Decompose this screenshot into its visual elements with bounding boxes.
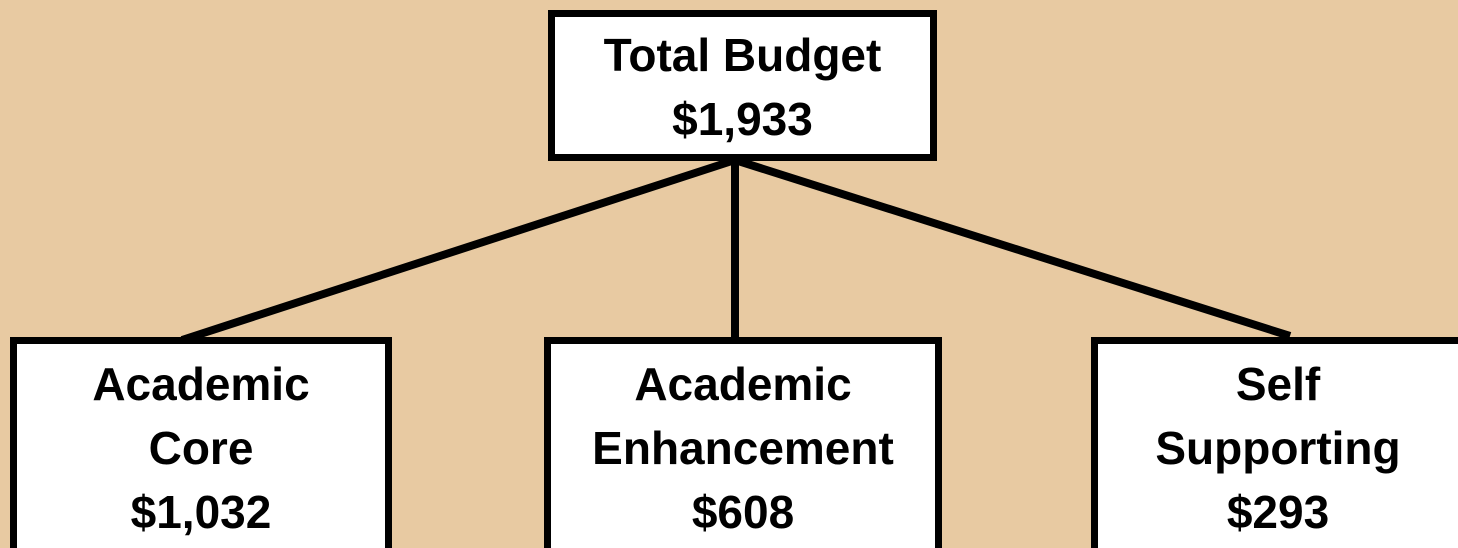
node-self-supporting: Self Supporting $293 xyxy=(1091,337,1458,548)
node-value: $608 xyxy=(691,486,795,538)
node-value: $1,933 xyxy=(672,93,813,145)
node-value: $1,032 xyxy=(130,486,272,538)
node-label: Self xyxy=(1235,358,1321,410)
node-label: Academic xyxy=(634,358,852,410)
connector xyxy=(180,156,737,344)
node-academic-enhancement: Academic Enhancement $608 xyxy=(544,337,942,548)
node-label: Enhancement xyxy=(592,422,894,474)
node-academic-core: Academic Core $1,032 xyxy=(10,337,392,548)
node-label: Academic xyxy=(92,358,310,410)
node-value: $293 xyxy=(1226,486,1330,538)
node-label: Core xyxy=(148,422,254,474)
node-label: Supporting xyxy=(1155,422,1401,474)
node-total: Total Budget $1,933 xyxy=(548,10,937,161)
connector xyxy=(733,156,1292,340)
node-label: Total Budget xyxy=(603,29,882,81)
